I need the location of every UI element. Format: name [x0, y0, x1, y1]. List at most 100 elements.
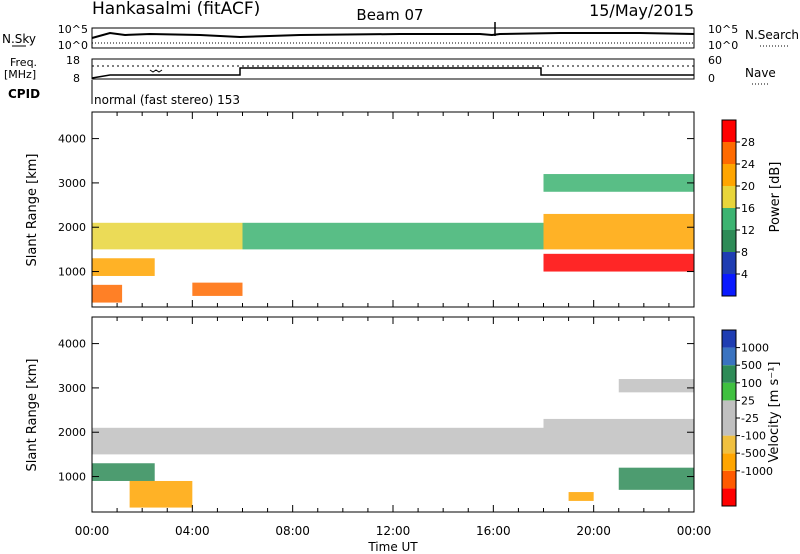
vel-echo-band-0 — [92, 427, 243, 455]
velocity-colorbar-swatch-5 — [722, 400, 736, 418]
nave-tick-bottom: 0 — [708, 72, 715, 85]
power-colorbar-swatch-5 — [722, 164, 736, 186]
pow-echo-band-2 — [92, 284, 123, 303]
vel-ytick-label-3: 4000 — [58, 338, 86, 351]
power-colorbar-swatch-1 — [722, 252, 736, 274]
noise-search-label: N.Search — [745, 28, 799, 42]
power-colorbar-tick-4: 20 — [741, 180, 755, 193]
noise-sky-line — [91, 31, 695, 39]
power-colorbar-swatch-0 — [722, 274, 736, 296]
vel-echo-band-4 — [543, 418, 694, 455]
pow-echo-band-6 — [543, 213, 694, 250]
time-axis-labels: 00:00 04:00 08:00 12:00 16:00 20:00 00:00 — [75, 524, 712, 538]
station-title: Hankasalmi (fitACF) — [92, 0, 260, 19]
velocity-x-ticks — [91, 317, 695, 512]
noise-sky-label: N.Sky — [2, 32, 36, 46]
power-y-ticks: 1000 2000 3000 4000 — [58, 133, 694, 279]
noise-right-tick-top: 10^5 — [708, 23, 738, 36]
power-colorbar-tick-3: 16 — [741, 202, 755, 215]
frequency-line — [91, 67, 694, 79]
time-tick-label-3: 12:00 — [376, 524, 411, 538]
time-tick-label-5: 20:00 — [576, 524, 611, 538]
power-colorbar-swatch-6 — [722, 142, 736, 164]
vel-echo-band-3 — [242, 427, 544, 455]
pow-ytick-label-1: 2000 — [58, 221, 86, 234]
power-echo-layer — [92, 174, 694, 303]
noise-right-tick-bottom: 10^0 — [708, 39, 738, 52]
power-panel: 1000 2000 3000 4000 Slant Range [km] 4 8 12 16… — [25, 111, 783, 308]
power-colorbar-tick-2: 12 — [741, 224, 755, 237]
power-y-label: Slant Range [km] — [25, 154, 40, 267]
velocity-colorbar-swatch-6 — [722, 382, 736, 401]
velocity-colorbar: 1000 500 100 25 -25 -100 -500 -1000 — [721, 329, 773, 507]
noise-left-tick-top: 10^5 — [58, 23, 88, 36]
velocity-colorbar-swatch-8 — [722, 347, 736, 366]
pow-ytick-label-0: 1000 — [58, 266, 86, 279]
freq-tick-bottom: 8 — [73, 72, 80, 85]
nave-label: Nave — [745, 66, 776, 80]
velocity-colorbar-tick-1: 500 — [741, 359, 762, 372]
time-tick-label-4: 16:00 — [476, 524, 511, 538]
power-colorbar-swatch-3 — [722, 208, 736, 230]
power-panel-frame — [91, 111, 695, 308]
velocity-echo-layer — [92, 379, 694, 508]
pow-echo-band-0 — [92, 222, 243, 250]
velocity-colorbar-tick-7: -1000 — [741, 465, 773, 478]
velocity-colorbar-swatch-9 — [722, 330, 736, 348]
velocity-colorbar-swatch-4 — [722, 418, 736, 436]
vel-echo-band-6 — [568, 492, 594, 501]
velocity-colorbar-swatch-1 — [722, 470, 736, 489]
cpid-label: CPID — [8, 87, 40, 101]
vel-ytick-label-2: 3000 — [58, 382, 86, 395]
pow-echo-band-3 — [192, 282, 243, 296]
power-colorbar: 4 8 12 16 20 24 28 — [721, 119, 755, 297]
noise-left-tick-bottom: 10^0 — [58, 39, 88, 52]
velocity-colorbar-tick-2: 100 — [741, 377, 762, 390]
pow-echo-band-5 — [543, 253, 694, 272]
vel-echo-band-2 — [129, 480, 193, 508]
pow-echo-band-4 — [242, 222, 544, 250]
power-colorbar-label: Power [dB] — [768, 162, 783, 233]
date-title: 15/May/2015 — [589, 1, 694, 20]
velocity-panel: 1000 2000 3000 4000 00:00 04:00 08:00 12:00 16:… — [25, 316, 782, 554]
time-tick-label-0: 00:00 — [75, 524, 110, 538]
noise-panel: N.Sky 10^5 10^0 10^5 10^0 N.Search — [2, 22, 799, 52]
vel-echo-band-7 — [618, 379, 694, 393]
velocity-colorbar-tick-5: -100 — [741, 430, 766, 443]
time-tick-label-2: 08:00 — [275, 524, 310, 538]
vel-echo-band-5 — [618, 467, 694, 490]
freq-label-1: Freq. — [10, 56, 37, 69]
frequency-panel: Freq. [MHz] 18 8 60 0 Nave — [4, 54, 776, 85]
velocity-colorbar-swatch-3 — [722, 435, 736, 454]
vel-ytick-label-0: 1000 — [58, 471, 86, 484]
power-colorbar-tick-6: 28 — [741, 136, 755, 149]
time-axis-label: Time UT — [367, 540, 418, 554]
vel-echo-band-1 — [92, 463, 155, 481]
cpid-text: normal (fast stereo) 153 — [94, 93, 240, 107]
time-tick-label-1: 04:00 — [175, 524, 210, 538]
velocity-colorbar-tick-0: 1000 — [741, 342, 769, 355]
pow-ytick-label-2: 3000 — [58, 177, 86, 190]
pow-ytick-label-3: 4000 — [58, 133, 86, 146]
velocity-colorbar-swatch-7 — [722, 365, 736, 383]
nave-tick-top: 60 — [708, 54, 722, 67]
freq-tick-top: 18 — [66, 54, 80, 67]
power-colorbar-tick-1: 8 — [741, 246, 748, 259]
velocity-colorbar-swatch-0 — [722, 488, 736, 506]
velocity-y-ticks: 1000 2000 3000 4000 — [58, 338, 694, 484]
power-colorbar-swatch-2 — [722, 230, 736, 252]
velocity-colorbar-tick-3: 25 — [741, 394, 755, 407]
power-x-ticks — [91, 112, 695, 307]
velocity-y-label: Slant Range [km] — [25, 359, 40, 472]
power-colorbar-tick-0: 4 — [741, 268, 748, 281]
vel-ytick-label-1: 2000 — [58, 426, 86, 439]
velocity-colorbar-tick-6: -500 — [741, 447, 766, 460]
power-colorbar-swatch-4 — [722, 186, 736, 208]
pow-echo-band-1 — [92, 258, 155, 276]
pow-echo-band-7 — [543, 174, 694, 192]
time-tick-label-6: 00:00 — [677, 524, 712, 538]
freq-label-2: [MHz] — [4, 68, 36, 81]
power-colorbar-tick-5: 24 — [741, 158, 755, 171]
beam-title: Beam 07 — [356, 6, 423, 24]
